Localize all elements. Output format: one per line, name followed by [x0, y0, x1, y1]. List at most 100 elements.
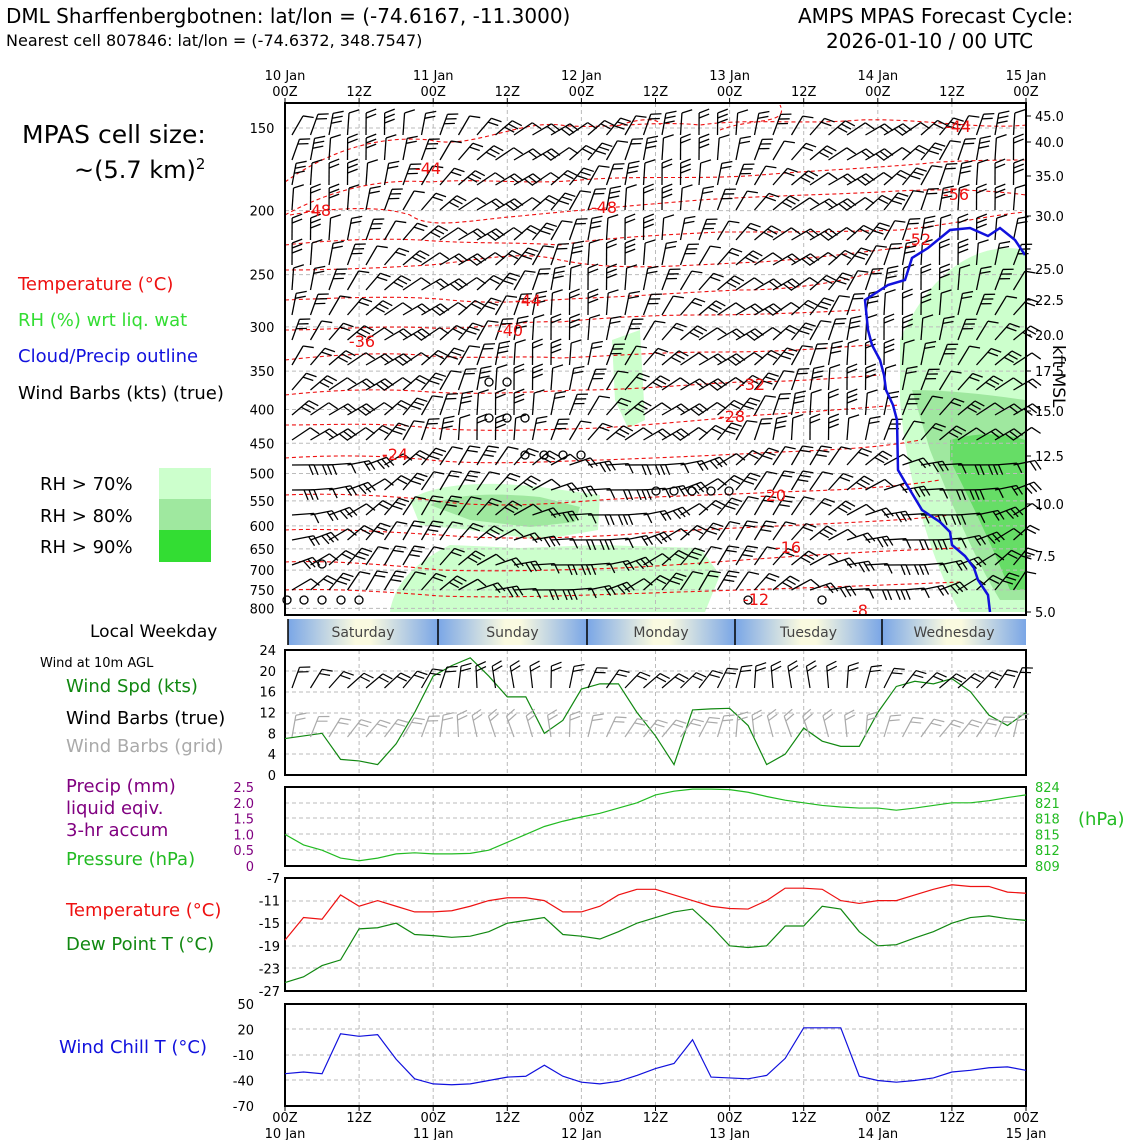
wind-barb-flag — [336, 580, 348, 585]
wind-barb-flag — [469, 345, 481, 348]
wind-barb-flag — [988, 578, 1000, 585]
height-tick-label: 15.0 — [1035, 405, 1064, 420]
wind-barb-flag — [647, 135, 659, 139]
wind-barb — [384, 400, 402, 416]
wind-barb — [865, 123, 885, 136]
wind-barb — [939, 673, 957, 689]
wind-barb — [920, 562, 943, 566]
wind-barb-flag — [384, 108, 395, 114]
wind-barb — [957, 400, 976, 416]
wind-barb-flag — [846, 147, 857, 155]
wind-barb-flag — [965, 137, 976, 140]
wind-barb — [568, 343, 572, 366]
wind-barb-flag — [804, 173, 815, 180]
wind-barb — [587, 142, 603, 161]
wind-barb-flag — [451, 495, 462, 499]
wind-barb-flag — [493, 145, 504, 152]
wind-barb-flag — [383, 402, 394, 410]
wind-barb — [809, 445, 822, 466]
wind-barb — [347, 352, 367, 366]
wind-barb — [439, 278, 460, 291]
wind-barb — [846, 293, 855, 316]
wind-barb-flag — [808, 170, 819, 177]
wind-barb — [994, 323, 1011, 341]
wind-barb — [846, 560, 869, 566]
wind-barb-flag — [321, 464, 328, 476]
wind-barb-flag — [475, 661, 487, 667]
wind-barb-flag — [296, 290, 307, 295]
wind-barb-flag — [979, 489, 985, 500]
wind-barb-flag — [310, 223, 321, 229]
wind-barb-flag — [879, 150, 890, 159]
wind-barb-flag — [1005, 510, 1015, 519]
wind-barb-flag — [347, 168, 358, 174]
bottom-date-label: 11 Jan — [413, 1127, 454, 1140]
wind-barb — [513, 475, 532, 491]
wind-barb-flag — [976, 188, 987, 194]
wind-barb — [505, 716, 515, 738]
wind-barb — [790, 322, 806, 341]
wind-barb-flag — [476, 197, 487, 205]
wind-barb-flag — [867, 532, 876, 542]
wind-barb — [735, 250, 754, 266]
wind-barb-flag — [424, 115, 436, 119]
wind-barb-flag — [726, 574, 737, 578]
wind-barb-flag — [488, 708, 498, 717]
wind-barb — [513, 343, 517, 366]
wind-barb — [957, 512, 980, 516]
wind-barb-flag — [513, 398, 525, 404]
wind-barb — [328, 428, 349, 441]
wind-barb-flag — [546, 222, 558, 228]
wind-barb — [439, 195, 458, 211]
wind-barb — [754, 252, 774, 266]
wind-barb — [624, 578, 645, 591]
wind-barb-flag — [392, 549, 404, 553]
wind-barb — [994, 527, 1015, 541]
wind-barb — [365, 570, 378, 591]
wind-barb-flag — [923, 587, 930, 599]
wind-barb-flag — [870, 272, 882, 275]
wind-barb — [717, 328, 737, 341]
wind-barb-flag — [295, 712, 307, 716]
wind-barb — [809, 471, 824, 491]
wind-barb-flag — [918, 486, 926, 497]
wind-barb — [864, 222, 880, 241]
wind-barb-flag — [780, 355, 792, 360]
wind-barb-flag — [678, 350, 689, 357]
wind-barb-flag — [328, 163, 340, 169]
calm-circle — [817, 595, 827, 605]
wind-barb-flag — [477, 578, 487, 587]
wind-barb-flag — [361, 547, 373, 553]
height-tick-label: 7.5 — [1035, 550, 1056, 565]
wind-barb-flag — [955, 514, 962, 525]
wind-barb — [753, 139, 763, 161]
wind-barb-flag — [913, 564, 920, 576]
wind-barb-flag — [765, 395, 776, 398]
wind-barb-flag — [946, 125, 958, 130]
wind-barb-flag — [838, 203, 848, 211]
wind-barb-flag — [393, 281, 404, 288]
wind-barb — [605, 293, 609, 316]
wind-barb-flag — [590, 485, 598, 496]
pressure-tick-label: 200 — [250, 205, 275, 220]
y-tick-label: 12 — [259, 707, 276, 722]
wind-barb-flag — [550, 338, 562, 344]
wind-barb-flag — [576, 175, 588, 180]
wind-barb-flag — [725, 672, 736, 675]
wind-barb-flag — [415, 378, 426, 385]
wind-barb — [716, 521, 731, 541]
wind-barb-flag — [430, 524, 441, 528]
wind-barb-flag — [580, 171, 591, 176]
wind-barb — [883, 538, 907, 541]
wind-barb-flag — [943, 185, 954, 189]
wind-barb-flag — [531, 197, 542, 205]
wind-barb-flag — [905, 589, 911, 600]
wind-barb-flag — [363, 325, 375, 332]
wind-barb-flag — [690, 408, 700, 416]
temp-label: -12 — [743, 590, 769, 609]
wind-barb — [347, 481, 369, 491]
wind-barb-flag — [645, 145, 657, 149]
wind-barb-flag — [348, 184, 360, 189]
y-tick-label: -27 — [259, 985, 280, 1000]
wind-barb-flag — [508, 123, 519, 130]
